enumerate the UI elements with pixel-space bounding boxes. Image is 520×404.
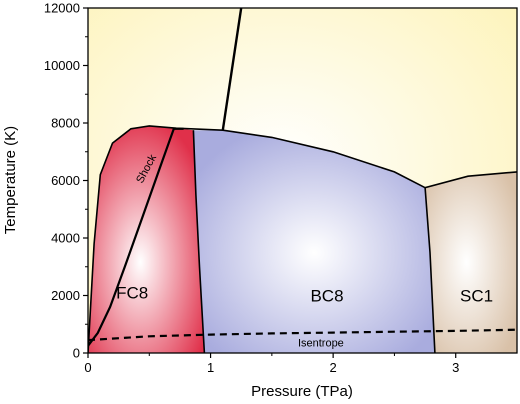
x-tick-label: 0 bbox=[84, 360, 91, 375]
y-axis-label: Temperature (K) bbox=[2, 126, 19, 234]
isentrope-label: Isentrope bbox=[298, 337, 344, 349]
sc1-region bbox=[425, 171, 517, 353]
y-tick-label: 4000 bbox=[51, 231, 80, 246]
melting-line bbox=[88, 125, 517, 353]
bc8-region bbox=[193, 130, 435, 353]
liquid-boundary-line bbox=[221, 8, 243, 131]
x-tick-label: 2 bbox=[330, 360, 337, 375]
y-tick-label: 6000 bbox=[51, 173, 80, 188]
x-axis-label: Pressure (TPa) bbox=[251, 383, 353, 400]
y-tick-label: 2000 bbox=[51, 288, 80, 303]
y-tick-label: 8000 bbox=[51, 116, 80, 131]
y-axis-ticks: 0 2000 4000 6000 8000 10000 12000 bbox=[44, 1, 88, 361]
y-tick-label: 10000 bbox=[44, 58, 80, 73]
shock-curve bbox=[88, 127, 184, 347]
sc1-label: SC1 bbox=[460, 286, 493, 305]
fc8-bc8-boundary bbox=[192, 130, 206, 353]
bc8-sc1-boundary bbox=[424, 187, 436, 353]
fc8-region bbox=[88, 125, 205, 353]
y-tick-label: 12000 bbox=[44, 1, 80, 16]
bc8-label: BC8 bbox=[310, 286, 343, 305]
x-axis-ticks: 0 1 2 3 bbox=[84, 353, 459, 375]
x-tick-label: 1 bbox=[207, 360, 214, 375]
y-tick-label: 0 bbox=[73, 346, 80, 361]
x-tick-label: 3 bbox=[452, 360, 459, 375]
fc8-label: FC8 bbox=[116, 283, 148, 302]
